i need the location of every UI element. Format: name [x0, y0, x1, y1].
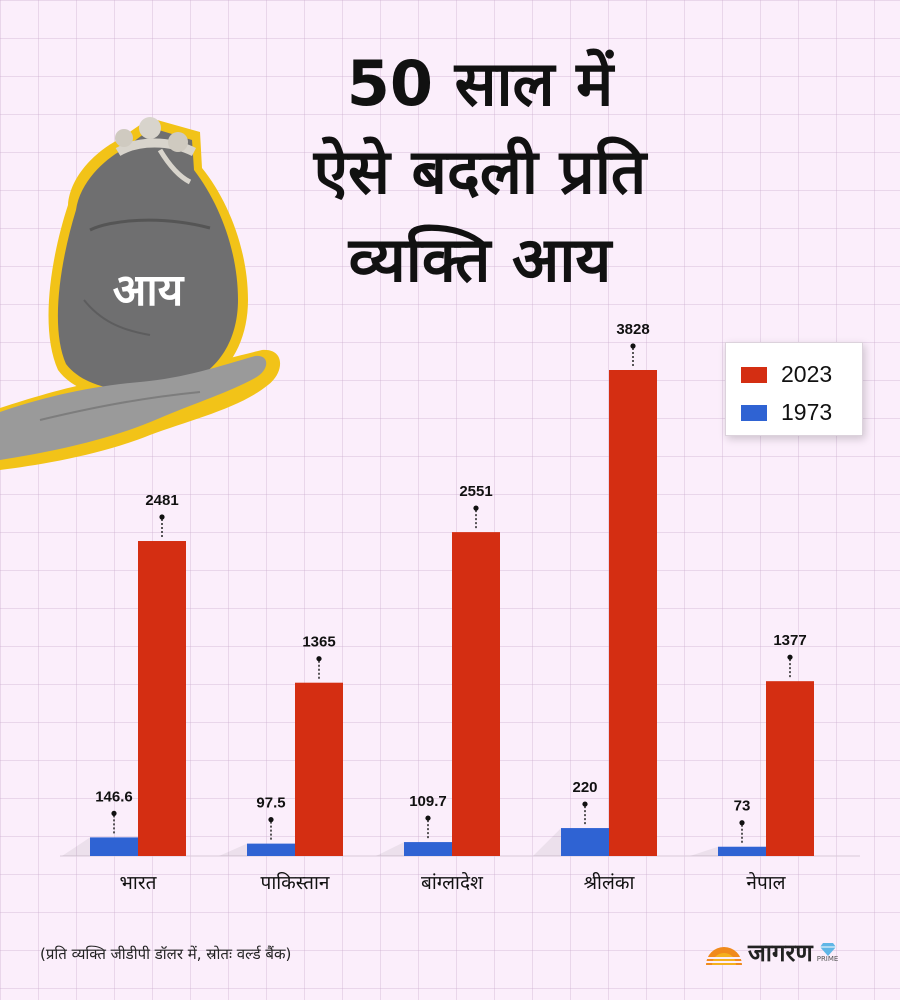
legend-swatch-1973: [741, 404, 767, 421]
legend-label-2023: 2023: [781, 361, 833, 387]
brand-logo: जागरण PRIME: [704, 936, 838, 969]
leader-dot-series-2023-3: [630, 343, 636, 349]
data-label-series-2023-2: 2551: [459, 483, 492, 500]
bars: 146.6 2481 भारत 97.5 1365 पाकिस्तान 109.7 2551 ब…: [62, 321, 814, 894]
bar-series-2023-3: [609, 370, 657, 856]
leader-dot-series-2023-0: [159, 514, 165, 520]
data-label-series-2023-0: 2481: [145, 492, 178, 509]
bar-series-2023-1: [295, 682, 343, 856]
data-label-series-1973-0: 146.6: [95, 788, 133, 805]
bar-series-2023-4: [766, 681, 814, 856]
brand-name: जागरण: [748, 939, 813, 967]
money-bag-illustration: [0, 117, 281, 470]
bar-shadow-0: [62, 837, 90, 856]
data-label-series-1973-2: 109.7: [409, 793, 447, 810]
category-label-0: भारत: [120, 872, 158, 894]
bar-series-1973-2: [404, 842, 452, 856]
leader-dot-series-2023-2: [473, 505, 479, 511]
bar-series-1973-0: [90, 837, 138, 856]
category-label-3: श्रीलंका: [584, 871, 636, 894]
leader-dot-series-1973-3: [582, 801, 588, 807]
legend-label-1973: 1973: [781, 399, 833, 425]
rising-sun-icon: [704, 946, 744, 965]
data-label-series-2023-3: 3828: [616, 321, 649, 338]
source-note: (प्रति व्यक्ति जीडीपी डॉलर में, स्रोतः व…: [40, 945, 292, 963]
bar-series-1973-4: [718, 846, 766, 856]
leader-dot-series-1973-0: [111, 810, 117, 816]
leader-dot-series-1973-4: [739, 820, 745, 826]
bar-shadow-3: [533, 828, 561, 856]
data-label-series-1973-1: 97.5: [256, 795, 285, 812]
data-label-series-2023-1: 1365: [302, 634, 335, 651]
bar-series-1973-1: [247, 843, 295, 856]
bar-series-2023-0: [138, 541, 186, 856]
bar-shadow-2: [376, 842, 404, 856]
legend: 2023 1973: [725, 342, 863, 436]
data-label-series-1973-3: 220: [572, 779, 597, 796]
category-label-4: नेपाल: [746, 871, 786, 894]
leader-dot-series-1973-2: [425, 815, 431, 821]
leader-dot-series-2023-1: [316, 656, 322, 662]
prime-label: PRIME: [816, 955, 839, 963]
bag-label: आय: [113, 265, 185, 316]
legend-item-2023: 2023: [741, 361, 832, 388]
title-line-3: व्यक्ति आय: [348, 223, 612, 296]
title-line-2: ऐसे बदली प्रति: [313, 135, 647, 208]
legend-swatch-2023: [741, 366, 767, 383]
category-label-2: बांग्लादेश: [421, 871, 484, 894]
bar-shadow-4: [690, 846, 718, 856]
bar-shadow-1: [219, 843, 247, 856]
leader-dot-series-2023-4: [787, 654, 793, 660]
bar-series-2023-2: [452, 532, 500, 856]
title-line-1: 50 साल में: [346, 47, 614, 120]
data-label-series-1973-4: 73: [734, 798, 751, 815]
prime-badge: PRIME: [816, 942, 839, 963]
legend-item-1973: 1973: [741, 399, 832, 426]
data-label-series-2023-4: 1377: [773, 632, 806, 649]
category-label-1: पाकिस्तान: [261, 871, 330, 894]
leader-dot-series-1973-1: [268, 817, 274, 823]
chart-title: 50 साल में ऐसे बदली प्रति व्यक्ति आय: [180, 40, 780, 304]
diamond-icon: [819, 943, 836, 956]
bar-series-1973-3: [561, 828, 609, 856]
